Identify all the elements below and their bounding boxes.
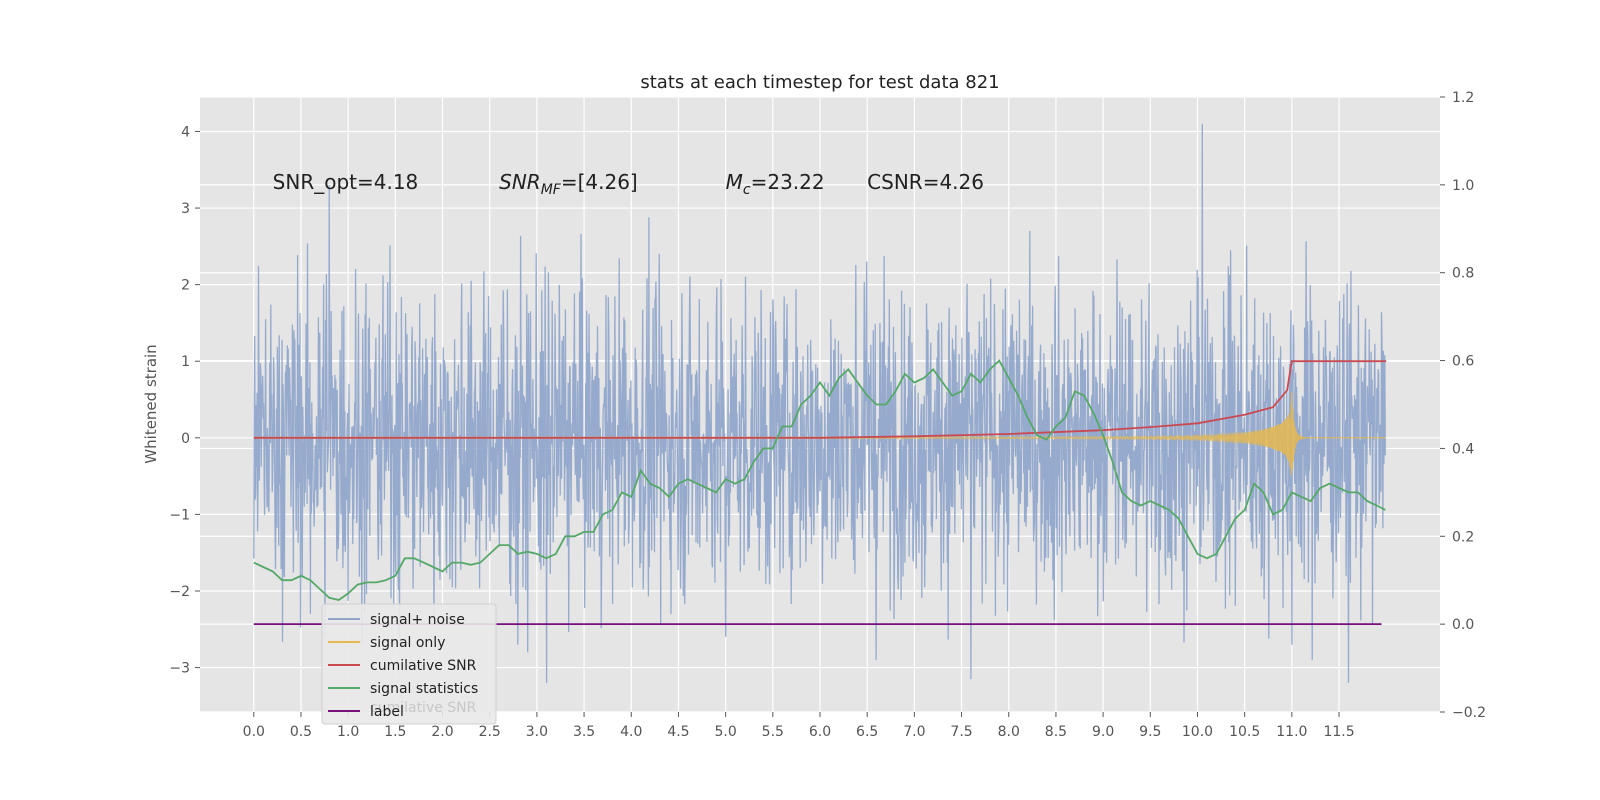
annotation-3: CSNR=4.26: [867, 170, 984, 194]
x-tick-label: 0.5: [290, 724, 312, 740]
signal-noise-line: [253, 123, 1386, 683]
x-tick-label: 11.0: [1276, 724, 1307, 740]
x-tick-label: 11.5: [1323, 724, 1354, 740]
x-tick-label: 9.5: [1139, 724, 1161, 740]
x-tick-label: 6.5: [856, 724, 878, 740]
legend-entry: signal statistics: [370, 681, 478, 697]
y-tick-label: 0: [181, 431, 190, 447]
x-tick-label: 8.5: [1045, 724, 1067, 740]
y-tick-label: −2: [169, 584, 190, 600]
legend-entry: label: [370, 704, 404, 720]
x-tick-label: 1.5: [384, 724, 406, 740]
x-tick-label: 7.0: [903, 724, 925, 740]
signal-noise-series: [253, 123, 1386, 683]
y2-tick-label: 1.2: [1452, 90, 1474, 106]
legend-entry: signal+ noise: [370, 612, 465, 628]
y-tick-label: −3: [169, 661, 190, 677]
x-tick-label: 4.0: [620, 724, 642, 740]
x-tick-label: 7.5: [950, 724, 972, 740]
annotation-1: SNRMF=[4.26]: [499, 170, 638, 198]
x-tick-label: 8.0: [998, 724, 1020, 740]
x-tick-label: 5.5: [762, 724, 784, 740]
x-tick-label: 4.5: [667, 724, 689, 740]
y2-tick-label: 0.8: [1452, 266, 1474, 282]
x-tick-label: 10.5: [1229, 724, 1260, 740]
y2-tick-label: 1.0: [1452, 178, 1474, 194]
y-tick-label: 1: [181, 354, 190, 370]
x-tick-label: 3.5: [573, 724, 595, 740]
y-axis-title: Whitened strain: [142, 344, 160, 463]
annotation-2: Mc=23.22: [726, 170, 825, 198]
y-tick-label: 3: [181, 201, 190, 217]
cumilative-snr-line: [253, 360, 1387, 439]
x-tick-label: 0.0: [243, 724, 265, 740]
axis-ticks: 0.0 0.5 1.0 1.5 2.0 2.5 3.0 3.5 4.0 4.5 5.0 5.5 6.0 6…: [169, 90, 1486, 740]
x-tick-label: 10.0: [1182, 724, 1213, 740]
legend: cumilative SNR signal+ noise signal only cu…: [321, 603, 497, 725]
y2-tick-label: 0.6: [1452, 354, 1474, 370]
legend-entry: signal only: [370, 635, 445, 651]
x-tick-label: 2.5: [479, 724, 501, 740]
x-tick-label: 3.0: [526, 724, 548, 740]
x-tick-label: 2.0: [431, 724, 453, 740]
x-tick-label: 5.0: [714, 724, 736, 740]
y-tick-label: −1: [169, 507, 190, 523]
annotations: SNR_opt=4.18 SNRMF=[4.26] Mc=23.22 CSNR=4.2…: [273, 170, 984, 198]
y2-tick-label: −0.2: [1452, 705, 1486, 721]
x-tick-label: 9.0: [1092, 724, 1114, 740]
x-tick-label: 1.0: [337, 724, 359, 740]
y2-tick-label: 0.0: [1452, 617, 1474, 633]
annotation-0: SNR_opt=4.18: [273, 170, 419, 194]
chart-title: stats at each timestep for test data 821: [640, 72, 999, 93]
y-tick-label: 2: [181, 278, 190, 294]
legend-box: [321, 603, 497, 725]
legend-entry: cumilative SNR: [370, 658, 477, 674]
y2-tick-label: 0.2: [1452, 529, 1474, 545]
y-tick-label: 4: [181, 124, 190, 140]
x-tick-label: 6.0: [809, 724, 831, 740]
legend-ghost-text: cumilative SNR: [370, 700, 477, 716]
signal-statistics-line: [253, 359, 1386, 601]
y2-tick-label: 0.4: [1452, 441, 1474, 457]
